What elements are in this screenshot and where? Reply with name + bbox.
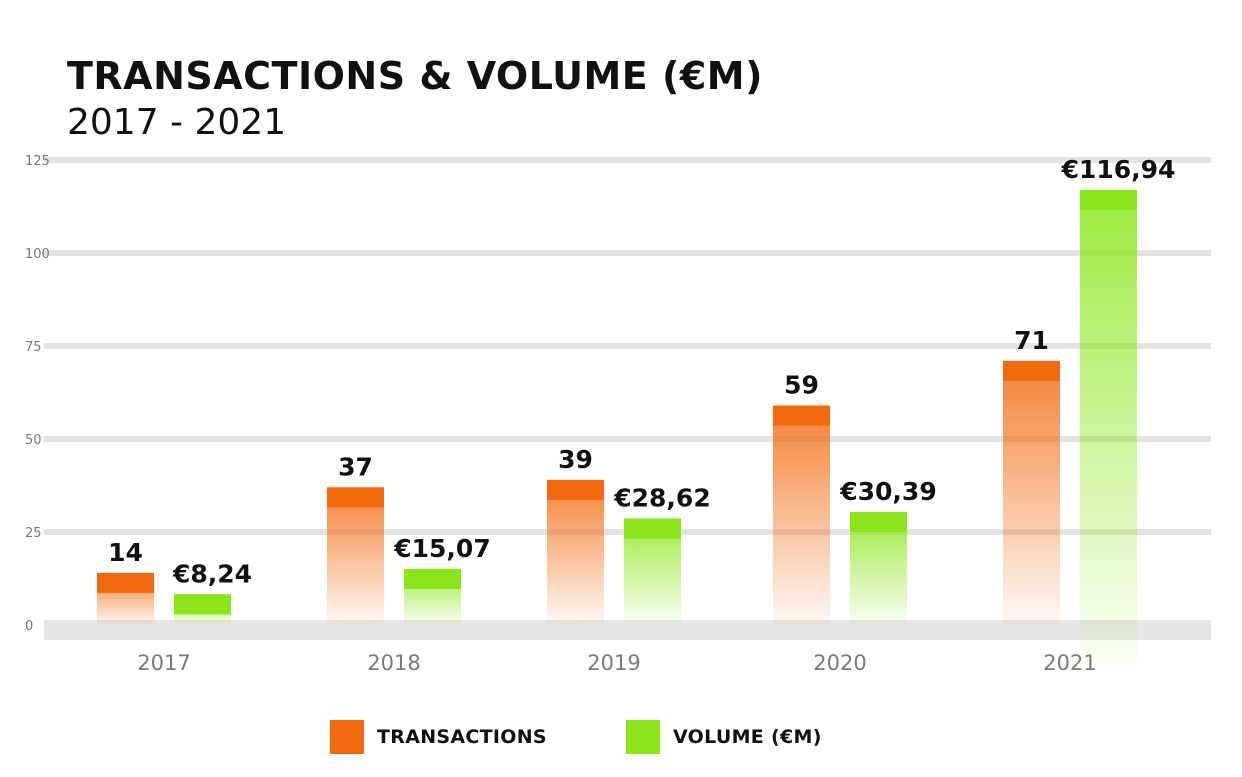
data-label-volume-2021: €116,94: [1061, 155, 1176, 184]
legend-swatch-volume: [626, 720, 660, 754]
y-tick-label: 125: [25, 154, 50, 169]
x-tick-label-2019: 2019: [587, 651, 640, 675]
data-label-transactions-2017: 14: [108, 538, 143, 567]
y-tick-label: 50: [25, 433, 42, 448]
chart-title: TRANSACTIONS & VOLUME (€M): [67, 54, 763, 98]
data-label-transactions-2019: 39: [558, 445, 593, 474]
bar-cap-volume-2018: [404, 568, 461, 589]
bar-cap-volume-2017: [174, 594, 231, 615]
bar-cap-transactions-2021: [1003, 360, 1060, 381]
bar-cap-transactions-2020: [773, 405, 830, 426]
bar-transactions-2021: [1003, 360, 1060, 625]
x-tick-label-2017: 2017: [137, 651, 190, 675]
x-tick-label-2018: 2018: [367, 651, 420, 675]
bar-transactions-2020: [773, 405, 830, 625]
x-tick-label-2020: 2020: [813, 651, 866, 675]
bar-cap-volume-2021: [1080, 189, 1137, 210]
data-label-transactions-2021: 71: [1014, 326, 1049, 355]
data-label-volume-2018: €15,07: [393, 534, 490, 563]
bar-transactions-2019: [547, 479, 604, 625]
y-tick-label: 100: [25, 247, 50, 262]
legend-item-volume: VOLUME (€M): [626, 720, 822, 754]
y-tick-label: 0: [25, 619, 33, 634]
data-label-transactions-2020: 59: [784, 371, 819, 400]
y-tick-label: 75: [25, 340, 42, 355]
gridline: [44, 157, 1211, 163]
bar-cap-transactions-2018: [327, 487, 384, 508]
data-label-volume-2019: €28,62: [613, 484, 710, 513]
legend-item-transactions: TRANSACTIONS: [330, 720, 547, 754]
data-label-volume-2017: €8,24: [172, 559, 252, 588]
data-label-volume-2020: €30,39: [839, 477, 936, 506]
x-tick-label-2021: 2021: [1043, 651, 1096, 675]
chart-subtitle: 2017 - 2021: [67, 102, 287, 143]
bar-cap-volume-2020: [850, 511, 907, 532]
bar-chart: 0 25 50 75 100 125 14 €8,24 2017 37 €15,07 2018 39 €2…: [25, 154, 1211, 675]
bar-transactions-2018: [327, 487, 384, 625]
legend-swatch-transactions: [330, 720, 364, 754]
data-label-transactions-2018: 37: [338, 452, 373, 481]
gridline: [44, 343, 1211, 349]
legend-label-transactions: TRANSACTIONS: [377, 726, 547, 748]
bar-cap-volume-2019: [624, 518, 681, 539]
bar-cap-transactions-2019: [547, 479, 604, 500]
bar-volume-2021: [1080, 189, 1137, 665]
y-tick-label: 25: [25, 526, 42, 541]
bar-cap-transactions-2017: [97, 572, 154, 593]
legend-label-volume: VOLUME (€M): [673, 726, 822, 748]
gridline: [44, 436, 1211, 442]
gridline: [44, 250, 1211, 256]
